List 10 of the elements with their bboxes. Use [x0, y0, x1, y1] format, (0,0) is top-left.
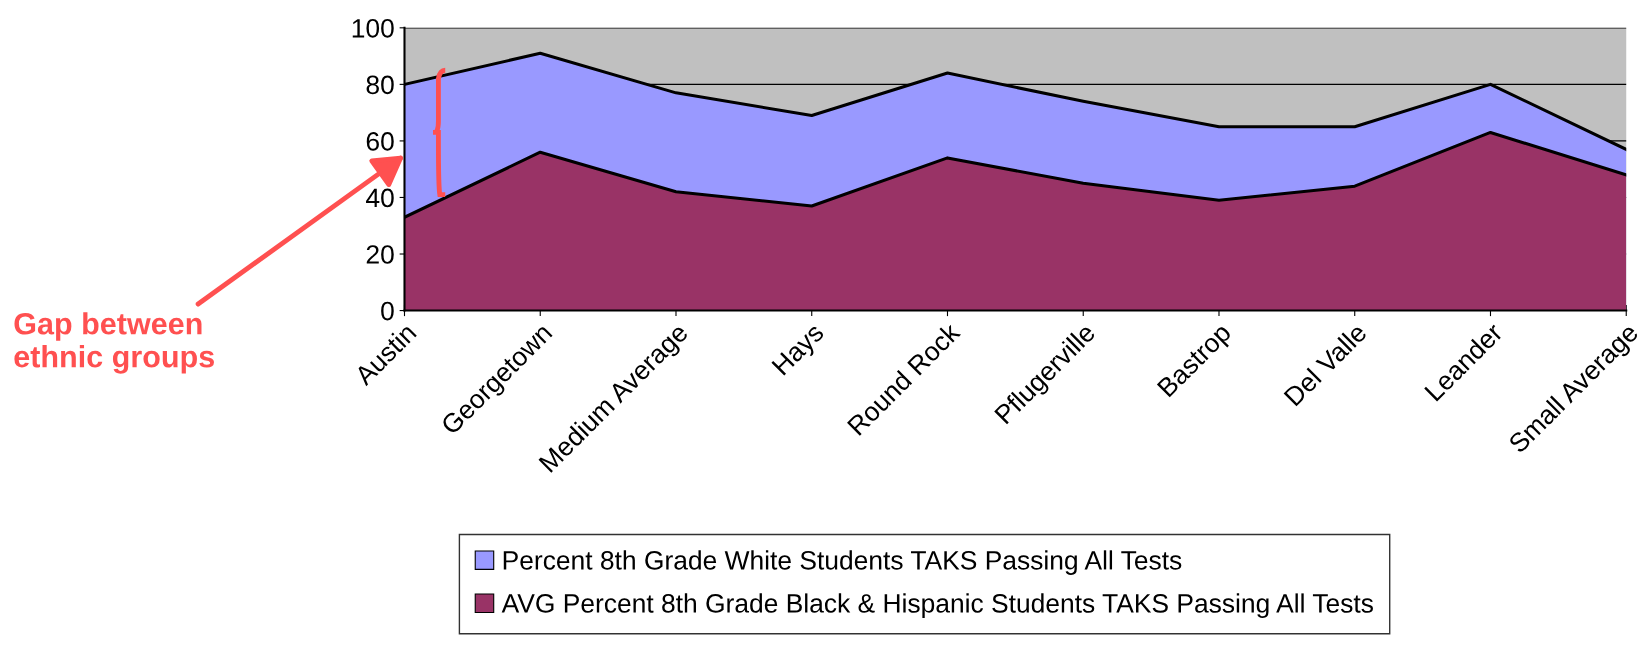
y-tick-label: 20 — [366, 245, 394, 264]
y-tick-label: 60 — [366, 132, 394, 151]
x-tick-label: Del Valle — [1282, 321, 1368, 407]
legend-label: AVG Percent 8th Grade Black & Hispanic Students TAKS Passing All Tests — [501, 593, 1373, 618]
text: Gap between ethnic groups — [14, 312, 214, 374]
legend-label: Percent 8th Grade White Students TAKS Passing All Tests — [503, 550, 1182, 575]
y-tick-label: 100 — [352, 18, 394, 38]
y-tick-label: 40 — [366, 188, 394, 208]
y-tick-label: 80 — [366, 75, 394, 95]
y-tick-label: 0 — [381, 301, 394, 321]
